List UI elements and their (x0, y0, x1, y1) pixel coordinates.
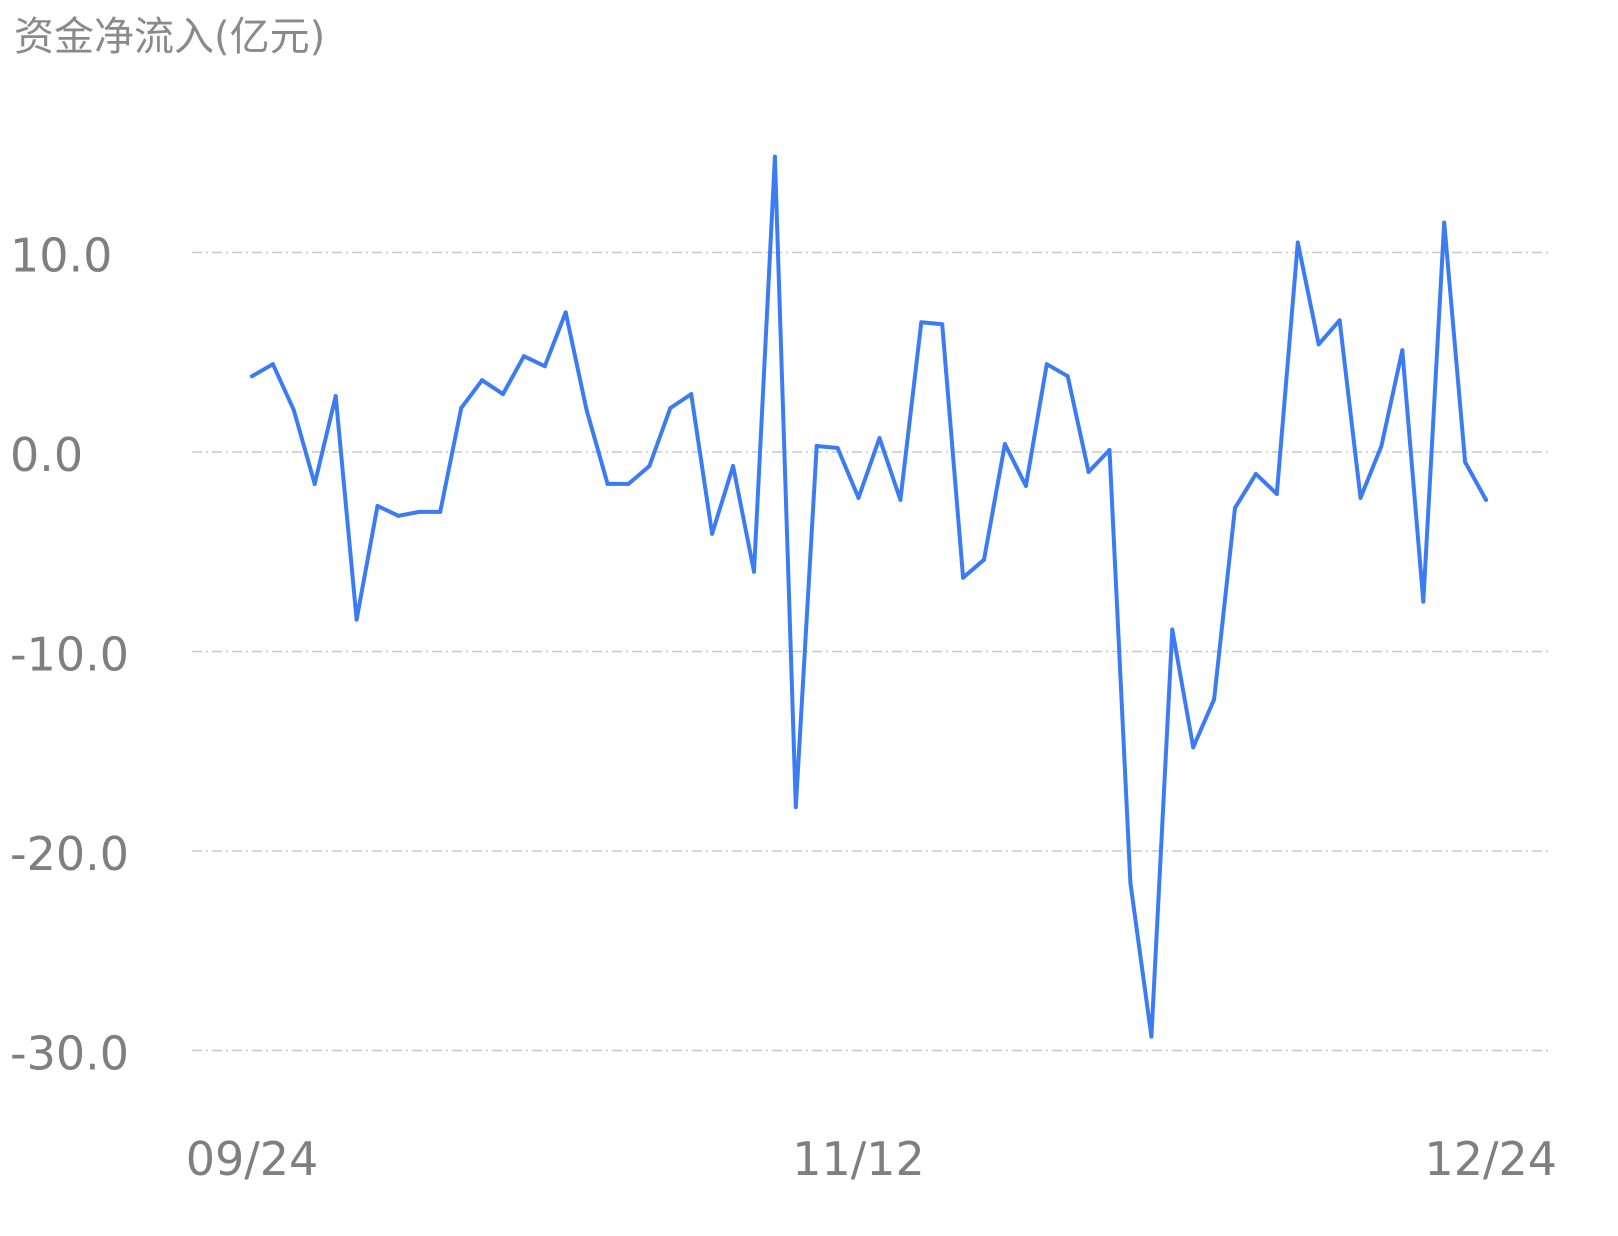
data-point (438, 509, 443, 514)
x-tick-label: 11/12 (792, 1132, 925, 1186)
data-point (250, 374, 254, 379)
data-point (312, 481, 317, 486)
y-tick-label: -10.0 (10, 628, 129, 682)
data-point (856, 495, 861, 500)
data-point (270, 362, 275, 367)
data-point (668, 406, 673, 411)
data-point (542, 364, 547, 369)
data-point (480, 378, 485, 383)
data-point (1337, 318, 1342, 323)
chart-title: 资金净流入(亿元) (14, 14, 325, 60)
data-point (1379, 444, 1384, 449)
data-point (961, 575, 966, 580)
x-axis-ticks: 09/24 11/12 12/24 (186, 1132, 1557, 1186)
data-point (982, 557, 987, 562)
data-point (1253, 471, 1258, 476)
y-tick-label: 10.0 (10, 229, 112, 283)
data-point (689, 392, 694, 397)
data-point (1316, 342, 1321, 347)
data-point (1170, 627, 1175, 632)
y-tick-label: -30.0 (10, 1027, 129, 1081)
data-point (563, 310, 568, 315)
data-point (751, 569, 756, 574)
data-point (1463, 459, 1468, 464)
data-point (396, 513, 401, 518)
data-point (1295, 240, 1300, 245)
y-tick-label: 0.0 (10, 428, 83, 482)
data-point (1086, 469, 1091, 474)
data-point (459, 406, 464, 411)
data-point (375, 503, 380, 508)
data-point (1023, 483, 1028, 488)
y-tick-label: -20.0 (10, 827, 129, 881)
data-point (772, 154, 777, 159)
data-point (291, 408, 296, 413)
data-point (1358, 495, 1363, 500)
data-point (354, 617, 359, 622)
data-point (1421, 599, 1426, 604)
data-point (898, 497, 903, 502)
data-point (605, 481, 610, 486)
data-point (1128, 880, 1133, 885)
data-point (731, 463, 736, 468)
data-point (710, 531, 715, 536)
data-point (500, 392, 505, 397)
data-point (417, 509, 422, 514)
series-group (250, 154, 1488, 1039)
data-point (647, 463, 652, 468)
data-point (877, 436, 882, 441)
data-point (1002, 442, 1007, 447)
data-point (1107, 448, 1112, 453)
data-point (919, 320, 924, 325)
data-point (333, 394, 338, 399)
series-line (250, 154, 1488, 1039)
gridlines (192, 251, 1548, 1052)
data-point (814, 444, 819, 449)
data-point (1274, 491, 1279, 496)
data-point (1044, 362, 1049, 367)
data-point (1212, 697, 1217, 702)
data-point (1442, 220, 1447, 225)
data-point (1233, 505, 1238, 510)
data-point (584, 408, 589, 413)
data-point (1065, 374, 1070, 379)
data-point (835, 446, 840, 451)
data-point (1149, 1034, 1154, 1039)
data-point (1484, 497, 1488, 502)
data-point (793, 805, 798, 810)
data-point (1400, 348, 1405, 353)
y-axis-ticks: 10.0 0.0 -10.0 -20.0 -30.0 (10, 229, 129, 1081)
data-point (521, 354, 526, 359)
data-point (940, 322, 945, 327)
x-tick-label: 12/24 (1424, 1132, 1557, 1186)
data-point (1191, 745, 1196, 750)
x-tick-label: 09/24 (186, 1132, 319, 1186)
data-point (626, 481, 631, 486)
